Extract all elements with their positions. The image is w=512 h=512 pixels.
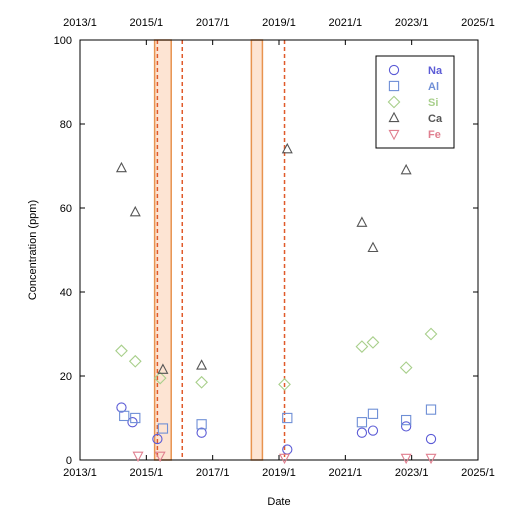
data-point-ca	[400, 163, 412, 175]
y-tick-label: 0	[66, 455, 72, 467]
data-point-ca	[356, 216, 368, 227]
legend-marker-ca	[388, 111, 400, 123]
y-tick-label: 60	[60, 203, 72, 215]
legend-label-al: Al	[428, 81, 439, 93]
data-point-fe	[400, 453, 412, 465]
data-point-fe	[132, 451, 144, 463]
y-tick-label: 80	[60, 119, 72, 131]
x-tick-label-bottom: 2019/1	[262, 467, 296, 479]
legend: Na Al Si Ca Fe	[375, 55, 455, 149]
data-point-ca	[157, 363, 169, 374]
data-point-si	[278, 378, 291, 391]
x-tick-label-top: 2017/1	[196, 17, 230, 29]
legend-marker-al	[388, 80, 400, 92]
legend-label-fe: Fe	[428, 129, 441, 141]
data-point-ca	[196, 359, 208, 370]
data-point-na	[356, 427, 368, 438]
data-point-si	[366, 336, 380, 349]
data-point-na	[425, 433, 437, 445]
legend-label-si: Si	[428, 97, 438, 109]
data-point-fe	[425, 453, 437, 465]
y-tick-label: 20	[60, 371, 72, 383]
y-tick-label: 40	[60, 287, 72, 299]
legend-label-ca: Ca	[428, 113, 443, 125]
x-axis-title: Date	[267, 496, 290, 508]
axis-ticks: 2013/1 2013/1 2015/1 2015/1 2017/1 2017/1 2019…	[54, 17, 495, 479]
x-tick-label-bottom: 2015/1	[130, 467, 164, 479]
x-tick-label-top: 2021/1	[329, 17, 363, 29]
x-tick-label-bottom: 2025/1	[461, 467, 495, 479]
data-point-al	[157, 423, 169, 434]
x-tick-label-bottom: 2013/1	[63, 467, 97, 479]
data-points	[115, 142, 438, 465]
data-point-fe	[154, 451, 166, 463]
series-al	[119, 404, 437, 434]
data-point-si	[128, 354, 142, 368]
data-point-na	[400, 421, 412, 432]
y-axis-title: Concentration (ppm)	[27, 200, 39, 300]
data-point-al	[282, 412, 293, 424]
series-ca	[115, 142, 412, 374]
data-point-na	[116, 402, 127, 413]
legend-marker-si	[387, 95, 401, 109]
data-point-ca	[115, 161, 127, 173]
data-point-si	[195, 375, 208, 389]
data-point-al	[356, 417, 368, 428]
legend-marker-na	[388, 64, 400, 76]
shaded-bands	[153, 39, 264, 461]
x-tick-label-top: 2013/1	[63, 17, 97, 29]
legend-label-na: Na	[428, 65, 443, 77]
x-tick-label-bottom: 2023/1	[395, 467, 429, 479]
series-fe	[132, 451, 437, 465]
data-point-si	[115, 344, 128, 358]
data-point-ca	[281, 142, 293, 154]
data-point-si	[399, 361, 413, 374]
data-point-na	[152, 433, 163, 445]
data-point-si	[355, 340, 369, 353]
data-point-ca	[367, 241, 379, 253]
data-point-al	[196, 419, 207, 430]
data-point-al	[425, 404, 437, 415]
series-si	[115, 327, 438, 391]
x-tick-label-bottom: 2017/1	[196, 467, 230, 479]
data-point-al	[130, 412, 141, 424]
x-tick-label-bottom: 2021/1	[329, 467, 363, 479]
series-na	[116, 402, 437, 455]
data-point-al	[367, 408, 379, 419]
data-point-na	[196, 427, 207, 438]
shaded-band-2	[250, 39, 264, 461]
y-tick-label: 100	[54, 35, 72, 47]
x-tick-label-top: 2025/1	[461, 17, 495, 29]
x-tick-label-top: 2019/1	[262, 17, 296, 29]
data-point-fe	[279, 453, 291, 465]
x-tick-label-top: 2015/1	[130, 17, 164, 29]
x-tick-label-top: 2023/1	[395, 17, 429, 29]
data-point-al	[400, 414, 412, 426]
data-point-al	[119, 410, 130, 422]
legend-marker-fe	[388, 129, 400, 141]
data-point-si	[424, 327, 438, 341]
data-point-ca	[129, 205, 141, 217]
data-point-na	[367, 425, 379, 436]
reference-lines	[156, 40, 286, 460]
data-point-si	[153, 371, 167, 385]
